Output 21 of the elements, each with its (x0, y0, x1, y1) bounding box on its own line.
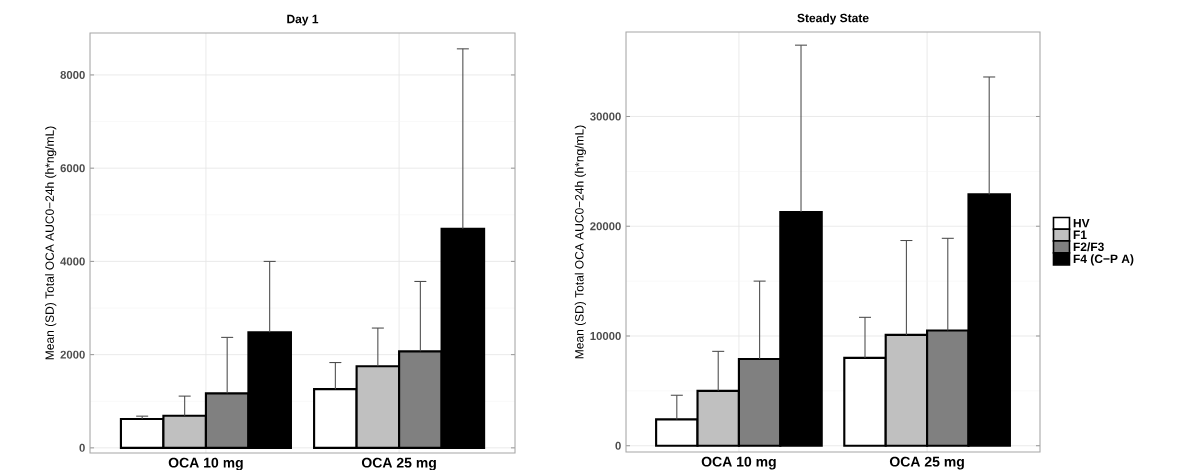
y-tick-label: 6000 (60, 164, 85, 173)
y-axis-title: Mean (SD) Total OCA AUC0−24h (h*ng/mL) (45, 126, 57, 360)
legend-label: F2/F3 (1073, 242, 1104, 252)
y-tick-label: 20000 (590, 222, 621, 231)
y-tick-label: 4000 (60, 257, 85, 266)
legend-label: F1 (1073, 230, 1087, 239)
x-tick-label: OCA 10 mg (701, 456, 776, 470)
y-tick-label: 8000 (60, 70, 85, 79)
chart-title: Day 1 (287, 14, 319, 26)
legend-label: F4 (C−P A) (1073, 254, 1134, 266)
chart-title: Steady State (797, 13, 869, 25)
y-tick-label: 0 (615, 441, 621, 450)
x-tick-label: OCA 10 mg (168, 457, 243, 470)
y-axis-title: Mean (SD) Total OCA AUC0−24h (h*ng/mL) (574, 125, 586, 359)
x-tick-label: OCA 25 mg (889, 456, 964, 470)
legend-label: HV (1073, 219, 1090, 228)
y-tick-label: 0 (79, 443, 85, 452)
y-tick-label: 2000 (60, 350, 85, 359)
x-tick-label: OCA 25 mg (361, 457, 436, 470)
y-tick-label: 10000 (590, 331, 621, 340)
y-tick-label: 30000 (590, 112, 621, 121)
